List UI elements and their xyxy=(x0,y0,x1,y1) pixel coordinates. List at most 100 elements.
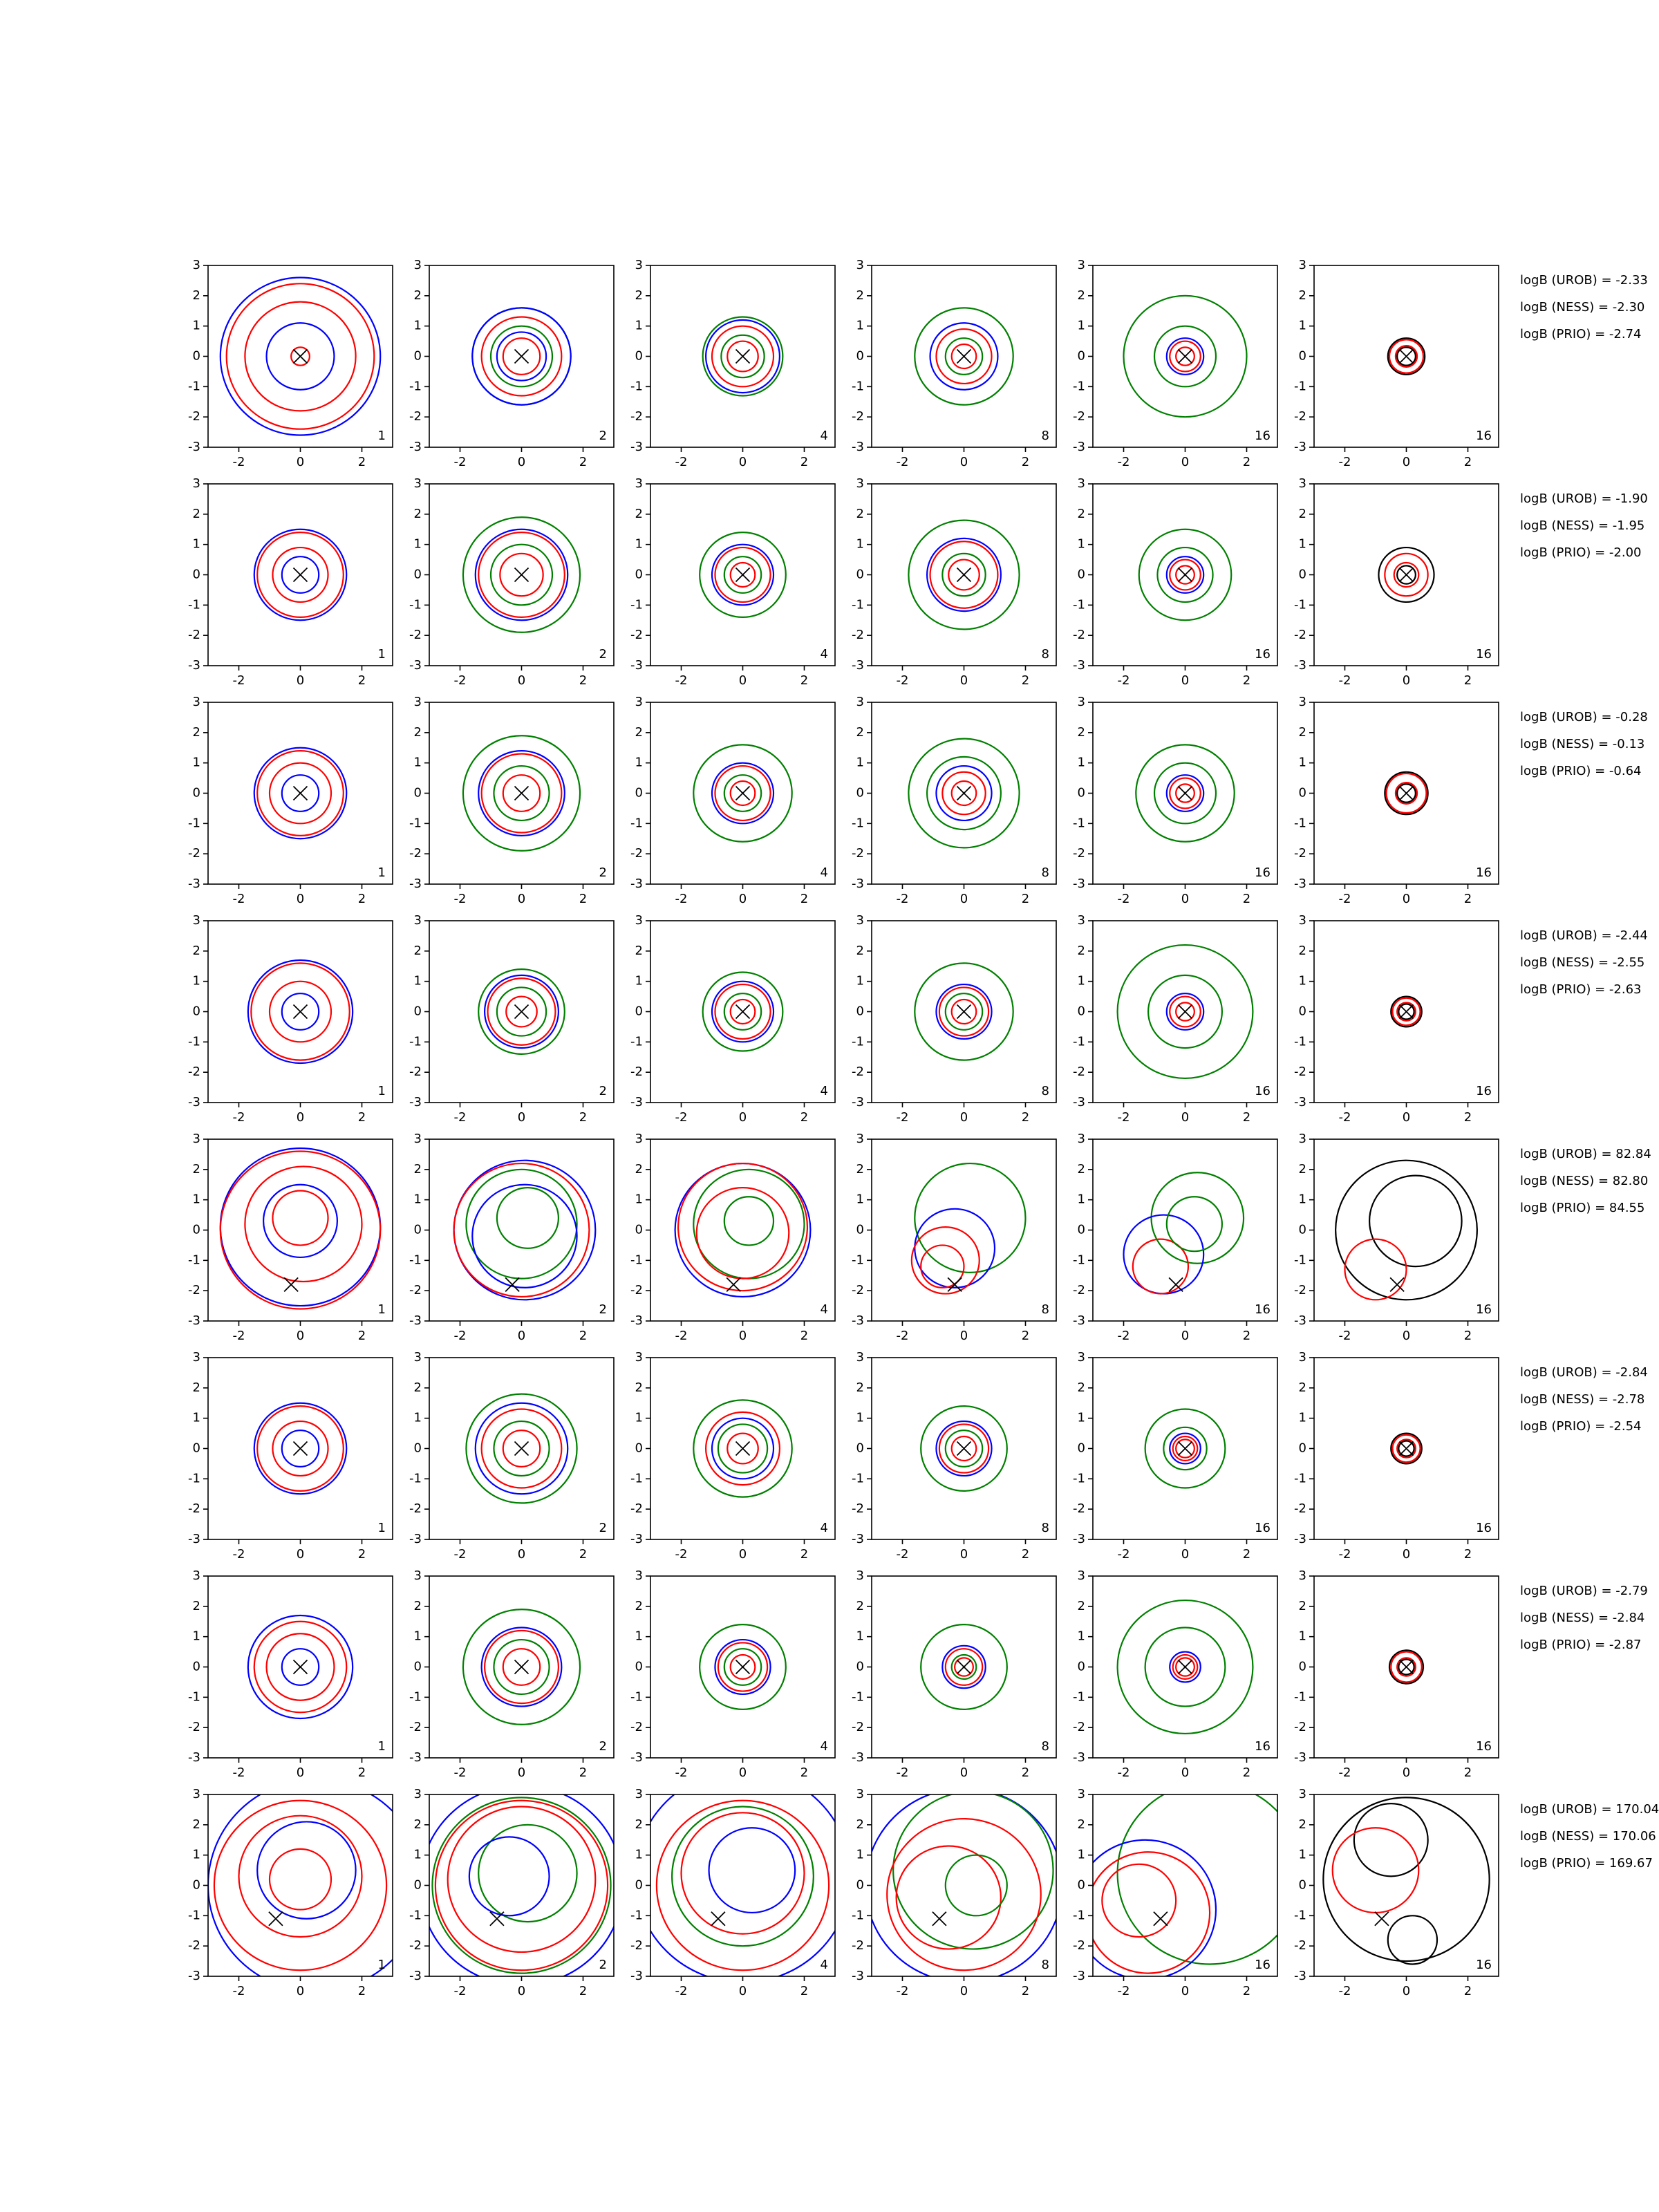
contour xyxy=(1322,1797,1490,1962)
y-tick-label: 0 xyxy=(1299,349,1306,364)
x-tick-label: -2 xyxy=(897,1547,909,1562)
y-tick-label: -3 xyxy=(630,1750,643,1765)
plot-area xyxy=(1335,1159,1478,1301)
contour xyxy=(699,1624,787,1710)
panel: -2 0 2 -3 -2 -1 0 1 2 3 16 xyxy=(1073,1132,1278,1343)
x-tick-label: 2 xyxy=(1022,673,1029,688)
y-tick-label: -1 xyxy=(1294,597,1306,612)
y-tick-label: 3 xyxy=(1078,695,1085,709)
plot-area xyxy=(462,735,581,852)
y-tick-label: -2 xyxy=(188,1720,200,1734)
x-tick-label: -2 xyxy=(675,1765,688,1780)
y-tick-label: -1 xyxy=(1294,816,1306,830)
contour xyxy=(886,1817,1042,1971)
x-tick-label: -2 xyxy=(454,455,467,469)
x-tick-label: 2 xyxy=(1243,1547,1250,1562)
marker xyxy=(1177,348,1193,364)
y-tick-label: 2 xyxy=(414,944,422,958)
y-tick-label: 3 xyxy=(193,695,200,709)
y-tick-label: -3 xyxy=(409,1532,422,1546)
x-tick-label: 0 xyxy=(960,1547,968,1562)
y-tick-label: -1 xyxy=(188,1689,200,1704)
contour xyxy=(944,337,984,375)
plot-area xyxy=(1123,294,1248,418)
x-tick-label: 2 xyxy=(358,892,366,906)
x-tick-label: 2 xyxy=(1464,1984,1472,1998)
contour xyxy=(1398,1658,1415,1676)
y-tick-label: -3 xyxy=(409,440,422,454)
panel-label: 2 xyxy=(599,1302,607,1317)
plot-area xyxy=(1093,1794,1277,1976)
panel: -2 0 2 -3 -2 -1 0 1 2 3 2 xyxy=(409,258,615,469)
logb-note: logB (NESS) = -1.95 xyxy=(1520,518,1644,533)
contour xyxy=(910,1226,980,1295)
contour xyxy=(502,1648,541,1686)
y-tick-label: 1 xyxy=(856,537,864,552)
y-tick-label: 2 xyxy=(193,288,200,303)
y-tick-label: 2 xyxy=(1078,1162,1085,1177)
marker xyxy=(292,1441,308,1456)
y-tick-label: 0 xyxy=(1078,568,1085,582)
x-tick-label: -2 xyxy=(454,1984,467,1998)
x-tick-label: -2 xyxy=(454,892,467,906)
contour xyxy=(1385,772,1427,814)
y-tick-label: 0 xyxy=(193,786,200,800)
y-tick-label: -2 xyxy=(1294,409,1306,424)
contour xyxy=(462,516,581,633)
contour xyxy=(711,325,775,388)
y-tick-label: -1 xyxy=(409,1253,422,1267)
x-tick-label: 2 xyxy=(358,673,366,688)
y-tick-label: 0 xyxy=(193,1004,200,1019)
contour xyxy=(941,1644,986,1689)
y-tick-label: 0 xyxy=(1078,349,1085,364)
x-tick-label: 2 xyxy=(579,1329,587,1343)
y-tick-label: -3 xyxy=(409,658,422,673)
marker xyxy=(956,1659,972,1675)
panel: -2 0 2 -3 -2 -1 0 1 2 3 8 xyxy=(852,695,1057,906)
y-tick-label: 1 xyxy=(1299,1192,1306,1207)
contour xyxy=(1396,565,1416,585)
y-tick-label: -2 xyxy=(1073,1501,1085,1516)
x-tick-label: 0 xyxy=(297,1547,304,1562)
y-tick-label: 0 xyxy=(856,1441,864,1456)
y-tick-label: 0 xyxy=(1299,786,1306,800)
y-tick-label: -2 xyxy=(409,628,422,642)
plot-area xyxy=(650,1794,835,1976)
y-tick-label: 3 xyxy=(856,913,864,928)
x-tick-label: 2 xyxy=(800,1765,808,1780)
y-tick-label: 2 xyxy=(635,944,643,958)
panel-label: 4 xyxy=(821,1084,828,1098)
plot-area xyxy=(914,962,1014,1061)
y-tick-label: 2 xyxy=(856,288,864,303)
panel-label: 16 xyxy=(1255,1521,1271,1535)
contour xyxy=(714,765,771,822)
panel-label: 1 xyxy=(378,865,386,880)
contour xyxy=(723,556,762,594)
x-tick-label: 2 xyxy=(1464,1329,1472,1343)
x-tick-label: -2 xyxy=(1339,1984,1351,1998)
contour xyxy=(1378,546,1435,603)
panel: -2 0 2 -3 -2 -1 0 1 2 3 16 xyxy=(1294,695,1499,906)
panel-label: 8 xyxy=(1042,1739,1049,1754)
logb-note: logB (PRIO) = -2.63 xyxy=(1520,982,1642,997)
panel: -2 0 2 -3 -2 -1 0 1 2 3 8 xyxy=(852,258,1057,469)
contour xyxy=(1175,1438,1195,1459)
logb-note: logB (UROB) = -1.90 xyxy=(1520,491,1648,506)
marker xyxy=(735,785,751,801)
contour xyxy=(1391,1434,1421,1463)
x-tick-label: 2 xyxy=(358,1765,366,1780)
x-tick-label: 0 xyxy=(297,892,304,906)
contour xyxy=(944,1430,984,1468)
plot-area xyxy=(429,1794,614,1976)
plot-area xyxy=(674,1162,812,1298)
plot-area xyxy=(1138,528,1232,621)
y-tick-label: 1 xyxy=(1078,1848,1085,1862)
y-tick-label: -2 xyxy=(1073,1720,1085,1734)
panel: -2 0 2 -3 -2 -1 0 1 2 3 16 xyxy=(1073,1787,1278,1998)
contour xyxy=(265,1633,335,1701)
y-tick-label: 3 xyxy=(1299,695,1306,709)
